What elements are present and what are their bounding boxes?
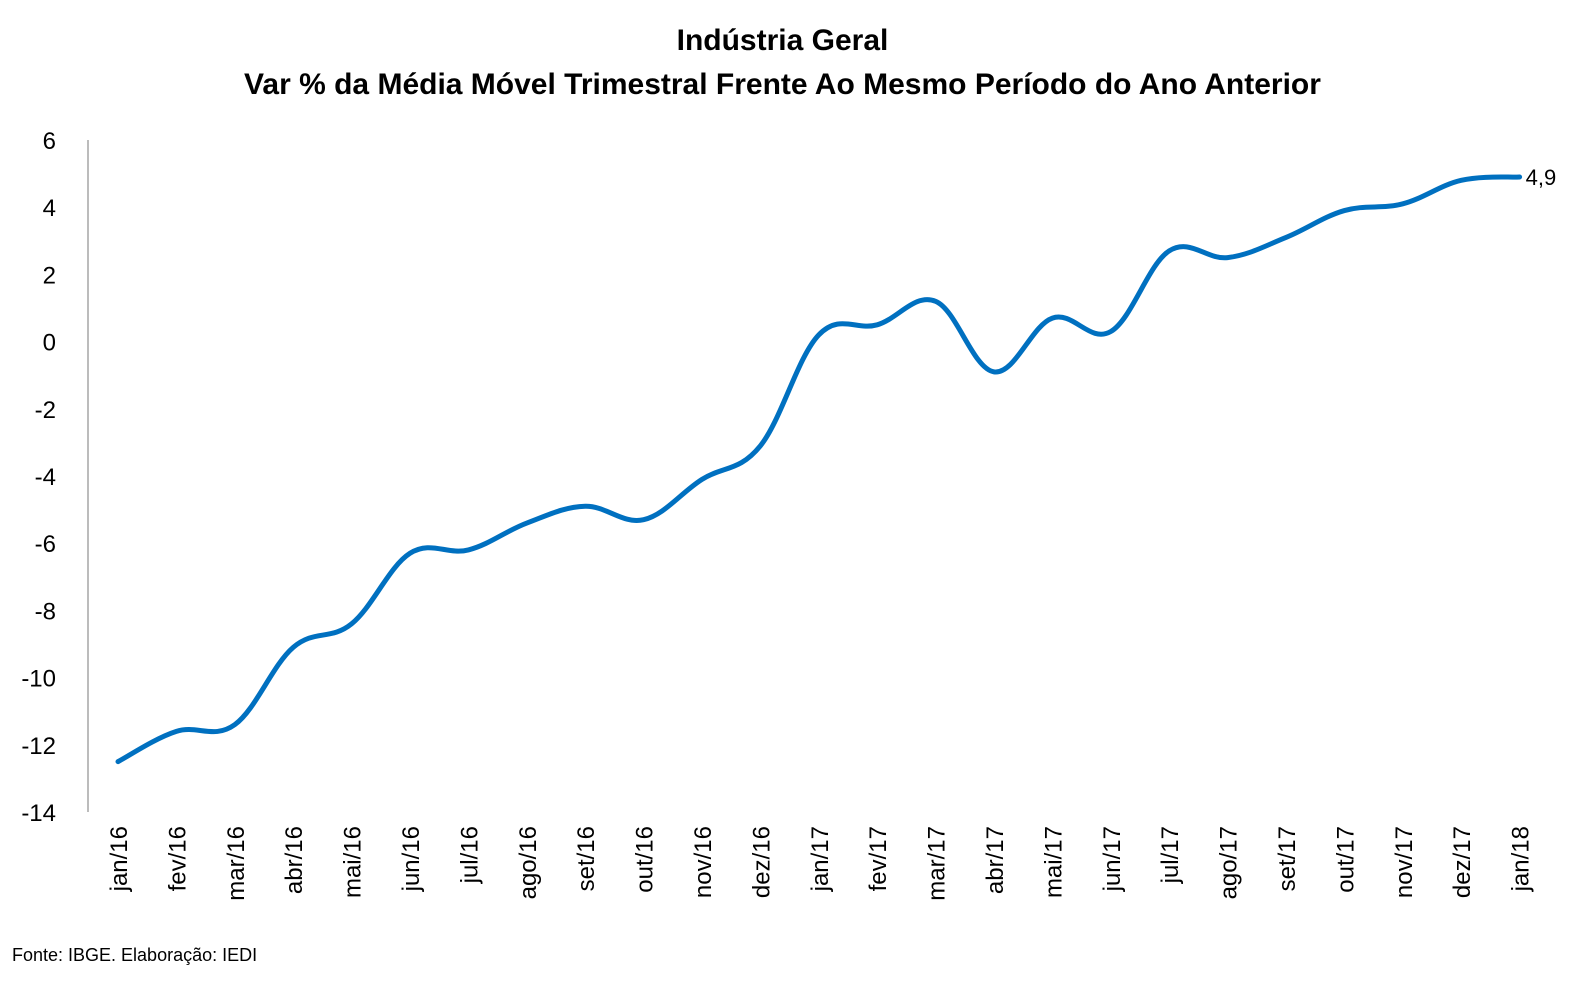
x-tick-label: abr/17	[982, 826, 1009, 894]
y-tick-label: 4	[43, 195, 56, 222]
data-point	[1284, 235, 1289, 240]
data-point	[1342, 208, 1347, 213]
y-tick-label: -6	[35, 531, 56, 558]
x-tick-label: ago/17	[1216, 826, 1243, 899]
data-point	[700, 477, 705, 482]
x-tick-label: jan/17	[807, 826, 834, 892]
x-tick-label: ago/16	[515, 826, 542, 899]
data-point	[1225, 255, 1230, 260]
y-tick-label: -4	[35, 464, 56, 491]
x-tick-label: fev/16	[164, 826, 191, 891]
data-point	[1050, 316, 1055, 321]
x-tick-label: nov/17	[1391, 826, 1418, 898]
data-point	[524, 521, 529, 526]
chart-title: Indústria Geral	[676, 24, 889, 57]
data-point	[758, 443, 763, 448]
data-point	[1400, 201, 1405, 206]
y-tick-label: 6	[43, 128, 56, 155]
x-tick-label: jul/17	[1157, 826, 1184, 884]
data-point	[408, 551, 413, 556]
x-tick-label: out/16	[632, 826, 659, 893]
y-tick-label: -14	[21, 800, 56, 827]
data-point	[1459, 178, 1464, 183]
y-tick-label: -10	[21, 666, 56, 693]
source-note: Fonte: IBGE. Elaboração: IEDI	[12, 945, 258, 965]
data-point	[349, 621, 354, 626]
y-tick-label: 2	[43, 262, 56, 289]
y-tick-label: -8	[35, 598, 56, 625]
series-line	[115, 174, 1523, 765]
x-tick-label: jan/16	[106, 826, 133, 892]
data-point	[1517, 174, 1522, 179]
x-tick-label: jun/17	[1099, 826, 1126, 892]
y-tick-label: -12	[21, 733, 56, 760]
x-tick-label: jul/16	[456, 826, 483, 884]
chart-subtitle: Var % da Média Móvel Trimestral Frente A…	[244, 68, 1321, 101]
data-point	[816, 332, 821, 337]
x-tick-label: jan/18	[1508, 826, 1535, 892]
data-point	[1108, 329, 1113, 334]
data-point	[291, 645, 296, 650]
x-tick-label: mar/17	[924, 826, 951, 901]
data-point	[875, 322, 880, 327]
x-tick-label: dez/16	[748, 826, 775, 898]
x-tick-label: out/17	[1332, 826, 1359, 893]
data-point	[1167, 248, 1172, 253]
x-tick-label: mai/16	[340, 826, 367, 898]
data-point	[466, 547, 471, 552]
data-point	[174, 729, 179, 734]
x-tick-label: fev/17	[865, 826, 892, 891]
y-tick-label: 0	[43, 330, 56, 357]
data-point	[232, 722, 237, 727]
x-tick-label: abr/16	[281, 826, 308, 894]
data-point	[641, 517, 646, 522]
y-tick-label: -2	[35, 397, 56, 424]
data-point	[116, 759, 121, 764]
x-tick-label: mai/17	[1040, 826, 1067, 898]
data-point	[992, 369, 997, 374]
data-point	[583, 504, 588, 509]
x-tick-label: jun/16	[398, 826, 425, 892]
x-tick-label: mar/16	[223, 826, 250, 901]
data-point	[933, 299, 938, 304]
x-tick-label: dez/17	[1449, 826, 1476, 898]
data-label: 4,9	[1526, 165, 1557, 190]
x-tick-label: nov/16	[690, 826, 717, 898]
x-tick-label: set/16	[573, 826, 600, 891]
x-tick-label: set/17	[1274, 826, 1301, 891]
